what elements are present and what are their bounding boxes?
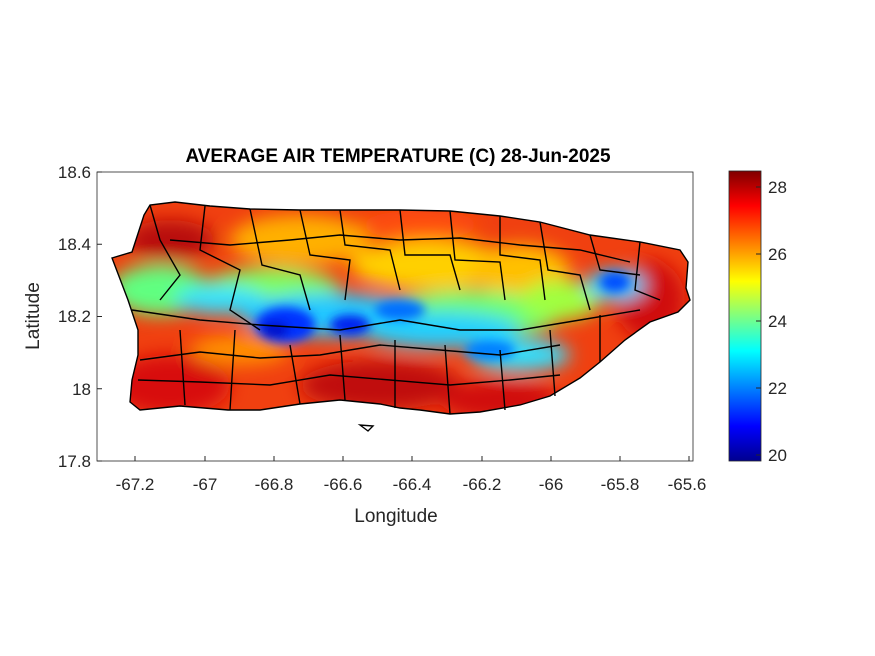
x-tick-label: -67 [193,475,218,494]
x-tick-label: -65.6 [668,475,707,494]
y-tick-label: 17.8 [58,452,91,471]
map-title: AVERAGE AIR TEMPERATURE (C) 28-Jun-2025 [185,146,611,167]
x-tick-label: -66.4 [393,475,432,494]
x-axis-label: Longitude [354,506,437,527]
x-tick-label: -66 [539,475,564,494]
y-tick-label: 18 [72,380,91,399]
colorbar-gradient [728,170,762,462]
colorbar: 28 26 24 22 20 [728,170,787,465]
y-tick-label: 18.4 [58,235,91,254]
municipal-boundaries [111,201,691,432]
y-tick-label: 18.2 [58,307,91,326]
colorbar-tick-label: 26 [768,245,787,264]
x-tick-label: -67.2 [116,475,155,494]
y-axis: 18.6 18.4 18.2 18 17.8 [58,163,102,471]
x-tick-label: -66.2 [463,475,502,494]
colorbar-tick-label: 28 [768,178,787,197]
colorbar-tick-label: 22 [768,379,787,398]
y-axis-label: Latitude [23,282,44,350]
colorbar-tick-label: 20 [768,446,787,465]
x-tick-label: -66.8 [255,475,294,494]
colorbar-tick-label: 24 [768,312,787,331]
x-tick-label: -65.8 [601,475,640,494]
x-axis: -67.2 -67 -66.8 -66.6 -66.4 -66.2 -66 -6… [116,456,707,494]
y-tick-label: 18.6 [58,163,91,182]
x-tick-label: -66.6 [324,475,363,494]
